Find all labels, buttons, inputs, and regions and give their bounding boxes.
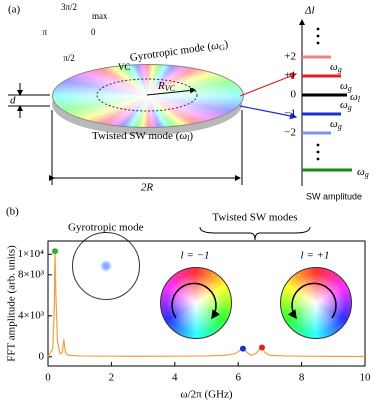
level-label: −1 (284, 108, 296, 120)
t: g (365, 170, 369, 179)
disk-top (52, 64, 244, 128)
amplitude-label: SW amplitude (306, 191, 362, 201)
level-label: +1 (284, 70, 296, 82)
wheel-label: 3π/2 (61, 2, 77, 12)
t: R (157, 80, 165, 92)
thickness-label: d (10, 95, 16, 107)
wheel-label: π/2 (63, 53, 75, 63)
rotation-arrow (288, 282, 337, 320)
x-tick-label: 10 (360, 372, 372, 384)
t: ω (179, 130, 187, 142)
wheel-label: π (42, 27, 47, 37)
axis-label: Δl (304, 5, 315, 17)
t: ω (330, 118, 338, 130)
wheel-label: 0 (91, 27, 96, 37)
t: g (348, 103, 352, 112)
x-tick-label: 8 (299, 372, 305, 384)
level-label: +2 (284, 51, 296, 63)
omega-label: ωl (350, 91, 361, 104)
x-tick-label: 6 (235, 372, 241, 384)
t: G (218, 43, 225, 53)
vc-label: VC (118, 62, 131, 72)
omega-label: ωg (340, 99, 352, 112)
y-tick-label: 1×10⁴ (17, 248, 44, 260)
y-tick-label: 4×10³ (18, 309, 45, 321)
omega-label: ωg (340, 80, 352, 93)
t: g (338, 122, 342, 131)
t: Twisted SW mode ( (92, 130, 180, 142)
t: ) (189, 130, 193, 142)
rvc-label: RVC (157, 80, 176, 93)
y-axis-label: FFT amplitude (arb. units) (6, 245, 18, 362)
x-tick-label: 4 (172, 372, 178, 384)
t: l (358, 95, 361, 104)
wheel-label: max (92, 11, 108, 21)
t: g (338, 65, 342, 74)
omega-label: ωg (330, 61, 342, 74)
diameter-label: 2R (141, 182, 154, 194)
omega-label: ωg (357, 166, 369, 179)
t: ω (350, 91, 358, 103)
omega-label: ωg (330, 118, 342, 131)
spectrum-line (47, 251, 366, 358)
level-label: −2 (284, 127, 296, 139)
t: ) (224, 38, 230, 50)
x-tick-label: 0 (45, 372, 51, 384)
panel-label: (b) (6, 206, 19, 218)
t: Gyrotropic mode ( (129, 40, 212, 63)
t: ω (330, 61, 338, 73)
level-lines (302, 55, 352, 172)
rotation-arrow (171, 282, 220, 320)
mode-marker (258, 344, 265, 351)
panel-label: (a) (8, 4, 21, 16)
t: g (348, 84, 352, 93)
radius-arrow (146, 87, 196, 96)
annotation: Gyrotropic mode (68, 222, 144, 234)
mode-marker (51, 248, 58, 255)
x-axis-label: ω/2π (GHz) (180, 389, 233, 401)
mode-arrow (239, 72, 298, 97)
gyrotropic-label: Gyrotropic mode (ωG) (129, 38, 229, 65)
y-tick-label: 8×10³ (18, 268, 45, 280)
mode-arrow (239, 105, 298, 120)
annotation: l = −1 (181, 250, 210, 262)
t: VC (165, 84, 176, 93)
gyrotropic-inset (72, 232, 140, 300)
y-tick-label: 0 (39, 350, 45, 362)
level-label: 0 (291, 89, 297, 101)
plot-frame (47, 240, 366, 367)
x-tick-label: 2 (109, 372, 115, 384)
t: ω (340, 99, 348, 111)
twisted-label: Twisted SW mode (ωl) (92, 130, 193, 143)
ellipsis-dots (316, 27, 320, 161)
mode-marker (239, 345, 246, 352)
t: ω (357, 166, 365, 178)
t: ω (210, 39, 220, 52)
brace (199, 226, 311, 241)
vc-orbit (96, 78, 198, 112)
t: l (187, 134, 190, 143)
annotation: Twisted SW modes (212, 212, 297, 224)
annotation: l = +1 (301, 250, 330, 262)
t: ω (340, 80, 348, 92)
